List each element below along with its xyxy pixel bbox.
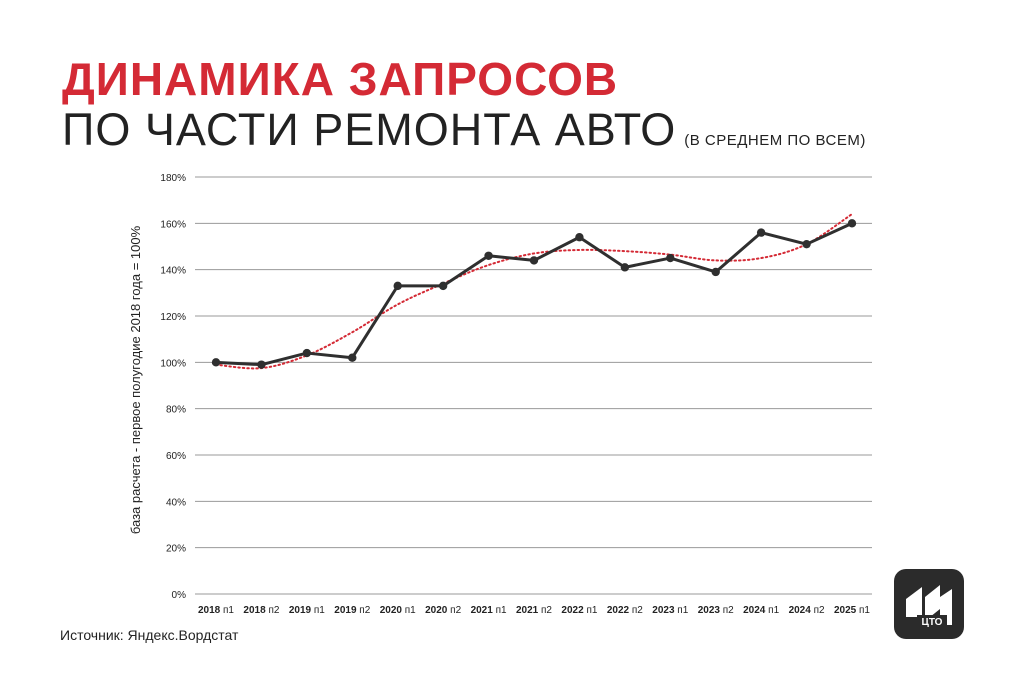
title-line-1: ДИНАМИКА ЗАПРОСОВ <box>62 53 619 105</box>
y-tick-label: 140% <box>160 266 186 277</box>
x-tick-half: п2 <box>359 605 370 616</box>
x-tick-half: п1 <box>496 605 507 616</box>
data-point <box>847 219 857 228</box>
data-point <box>802 239 811 249</box>
x-tick-year: 2023 <box>652 605 677 616</box>
x-tick-label: 2018 п2 <box>243 605 279 616</box>
x-tick-label: 2024 п1 <box>743 605 779 616</box>
x-tick-label: 2022 п1 <box>561 605 597 616</box>
data-point <box>348 353 357 362</box>
x-tick-half: п2 <box>814 605 825 616</box>
title-line-2: ПО ЧАСТИ РЕМОНТА АВТО (В СРЕДНЕМ ПО ВСЕМ) <box>62 104 866 156</box>
data-point <box>711 267 720 277</box>
data-point <box>393 281 402 291</box>
x-tick-half: п2 <box>723 605 734 616</box>
y-axis-label: база расчета - первое полугодие 2018 год… <box>128 225 143 534</box>
x-tick-half: п2 <box>632 605 643 616</box>
data-point <box>666 253 675 263</box>
y-tick-label: 100% <box>160 358 186 369</box>
x-tick-label: 2021 п2 <box>516 605 552 616</box>
x-tick-label: 2025 п1 <box>834 605 870 616</box>
y-tick-label: 40% <box>166 497 186 508</box>
x-tick-year: 2020 <box>425 605 450 616</box>
x-tick-labels: 2018 п1 2018 п2 2019 п1 2019 п2 2020 п1 2020 … <box>198 605 870 616</box>
trend-line <box>215 213 853 370</box>
series-layer <box>211 219 857 369</box>
x-tick-half: п2 <box>450 605 461 616</box>
x-tick-year: 2020 <box>380 605 405 616</box>
data-point <box>529 256 539 265</box>
data-point <box>257 360 266 369</box>
x-tick-label: 2020 п1 <box>380 605 416 616</box>
data-point <box>620 263 630 272</box>
x-tick-year: 2021 <box>516 605 541 616</box>
cto-logo-icon: ЦТО <box>906 585 952 628</box>
y-tick-label: 80% <box>166 405 186 416</box>
x-tick-year: 2019 <box>289 605 314 616</box>
x-tick-half: п1 <box>314 605 325 616</box>
x-tick-half: п1 <box>223 605 234 616</box>
x-tick-label: 2023 п2 <box>698 605 734 616</box>
x-tick-year: 2024 <box>789 605 814 616</box>
series-line <box>215 221 853 367</box>
brand-logo: ЦТО <box>894 569 964 639</box>
title-note: (В СРЕДНЕМ ПО ВСЕМ) <box>684 132 866 149</box>
title-line-2-text: ПО ЧАСТИ РЕМОНТА АВТО <box>62 104 677 155</box>
y-tick-labels: 0% 20% 40% 60% 80% 100% 120% 140% 160% 180% <box>160 173 186 601</box>
x-tick-half: п1 <box>768 605 779 616</box>
x-tick-year: 2022 <box>561 605 586 616</box>
x-tick-year: 2021 <box>471 605 496 616</box>
x-tick-label: 2022 п2 <box>607 605 643 616</box>
trend-layer <box>215 213 853 370</box>
data-point <box>211 358 221 367</box>
x-tick-half: п1 <box>405 605 416 616</box>
x-tick-year: 2024 <box>743 605 768 616</box>
x-tick-label: 2020 п2 <box>425 605 461 616</box>
y-tick-label: 60% <box>166 451 186 462</box>
x-tick-label: 2024 п2 <box>789 605 825 616</box>
x-tick-year: 2019 <box>334 605 359 616</box>
x-tick-half: п2 <box>541 605 552 616</box>
logo-text: ЦТО <box>922 617 943 628</box>
data-point <box>756 228 766 237</box>
y-tick-label: 180% <box>160 173 186 184</box>
data-point <box>302 348 312 358</box>
y-tick-label: 20% <box>166 544 186 555</box>
data-point <box>575 233 584 242</box>
y-tick-label: 0% <box>172 590 187 601</box>
x-tick-label: 2019 п1 <box>289 605 325 616</box>
x-tick-half: п1 <box>586 605 597 616</box>
x-tick-year: 2018 <box>243 605 268 616</box>
x-tick-label: 2019 п2 <box>334 605 370 616</box>
x-tick-label: 2023 п1 <box>652 605 688 616</box>
x-tick-year: 2018 <box>198 605 223 616</box>
y-tick-label: 160% <box>160 219 186 230</box>
data-point <box>484 251 493 260</box>
y-tick-label: 120% <box>160 312 186 323</box>
x-tick-year: 2022 <box>607 605 632 616</box>
x-tick-half: п1 <box>677 605 688 616</box>
grid-layer <box>195 176 872 595</box>
x-tick-label: 2021 п1 <box>471 605 507 616</box>
x-tick-year: 2023 <box>698 605 723 616</box>
x-tick-half: п1 <box>859 605 870 616</box>
x-tick-year: 2025 <box>834 605 859 616</box>
data-point <box>438 281 448 291</box>
x-tick-half: п2 <box>268 605 279 616</box>
source-note: Источник: Яндекс.Вордстат <box>60 627 239 643</box>
x-tick-label: 2018 п1 <box>198 605 234 616</box>
